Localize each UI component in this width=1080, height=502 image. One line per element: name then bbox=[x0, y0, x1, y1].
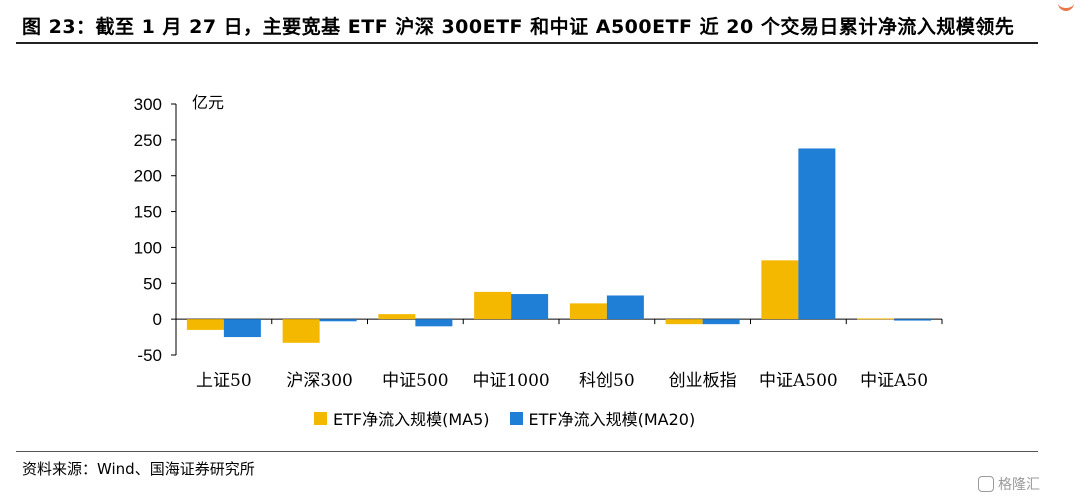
bar bbox=[857, 318, 895, 320]
bar bbox=[186, 319, 224, 330]
watermark-text: 格隆汇 bbox=[998, 477, 1040, 493]
bar bbox=[378, 314, 416, 320]
y-tick-label: 300 bbox=[134, 95, 162, 114]
y-tick-label: 200 bbox=[134, 167, 162, 186]
y-tick-label: 50 bbox=[143, 274, 162, 293]
figure-title: 图 23：截至 1 月 27 日，主要宽基 ETF 沪深 300ETF 和中证 … bbox=[22, 16, 1015, 38]
bar bbox=[761, 260, 799, 320]
bar bbox=[894, 319, 932, 321]
source-rule bbox=[16, 451, 1038, 452]
bar bbox=[474, 291, 512, 320]
x-tick-label: 中证A500 bbox=[759, 371, 838, 391]
bar bbox=[223, 319, 261, 338]
legend-item: ETF净流入规模(MA20) bbox=[509, 406, 696, 430]
bar bbox=[319, 319, 357, 322]
bar bbox=[702, 319, 740, 325]
y-tick-label: 100 bbox=[134, 238, 162, 257]
x-tick-label: 中证1000 bbox=[472, 371, 549, 391]
legend-swatch bbox=[509, 411, 523, 425]
x-tick-label: 中证500 bbox=[382, 371, 448, 391]
watermark: 格隆汇 bbox=[978, 474, 1040, 494]
x-tick-label: 科创50 bbox=[579, 371, 635, 391]
chart-legend: ETF净流入规模(MA5) ETF净流入规模(MA20) bbox=[314, 406, 715, 430]
legend-label: ETF净流入规模(MA5) bbox=[333, 410, 490, 429]
bar bbox=[798, 148, 836, 320]
y-axis-label: 亿元 bbox=[192, 93, 224, 112]
bar bbox=[415, 319, 453, 327]
x-tick-label: 中证A50 bbox=[860, 371, 928, 391]
x-tick-label: 创业板指 bbox=[669, 371, 737, 391]
legend-swatch bbox=[314, 411, 327, 425]
x-tick-label: 沪深300 bbox=[286, 371, 352, 391]
y-tick-label: 250 bbox=[134, 131, 162, 150]
bar bbox=[511, 294, 549, 320]
legend-label: ETF净流入规模(MA20) bbox=[528, 410, 696, 429]
title-rule bbox=[16, 42, 1038, 44]
y-tick-label: 0 bbox=[153, 310, 162, 329]
legend-item: ETF净流入规模(MA5) bbox=[314, 406, 490, 430]
bar bbox=[282, 319, 320, 343]
y-tick-label: 150 bbox=[134, 203, 162, 222]
y-tick-label: -50 bbox=[137, 346, 162, 365]
x-tick-label: 上证50 bbox=[196, 371, 252, 391]
source-note: 资料来源：Wind、国海证券研究所 bbox=[22, 460, 255, 478]
bar bbox=[665, 319, 703, 325]
bar bbox=[606, 295, 644, 320]
corner-mark bbox=[1058, 0, 1074, 11]
watermark-logo-icon bbox=[978, 476, 994, 492]
bar bbox=[569, 303, 607, 320]
